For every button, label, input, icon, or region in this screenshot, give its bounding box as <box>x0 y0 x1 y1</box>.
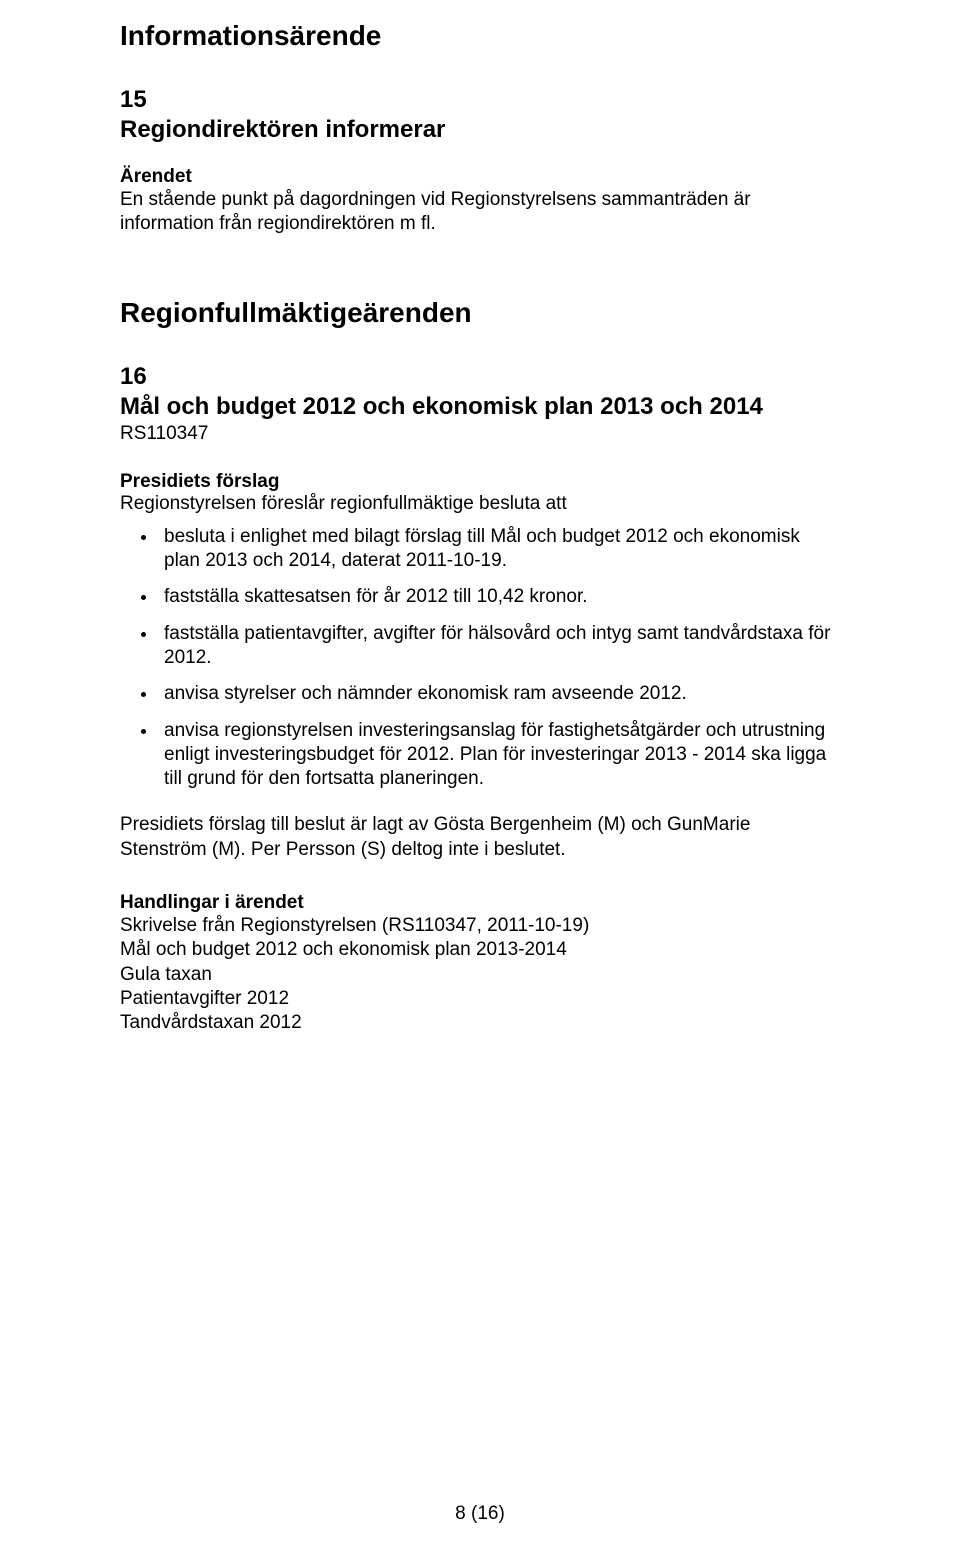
arende-label: Ärendet <box>120 166 840 188</box>
document-page: Informationsärende 15 Regiondirektören i… <box>0 0 960 1555</box>
handling-line: Tandvårdstaxan 2012 <box>120 1011 840 1035</box>
arende-text: En stående punkt på dagordningen vid Reg… <box>120 188 840 237</box>
section-heading-information: Informationsärende <box>120 20 840 52</box>
section-heading-regionfullmaktige: Regionfullmäktigeärenden <box>120 297 840 329</box>
item-16-title: Mål och budget 2012 och ekonomisk plan 2… <box>120 393 840 421</box>
handling-block: Handlingar i ärendet Skrivelse från Regi… <box>120 892 840 1036</box>
bullet-item: anvisa regionstyrelsen investeringsansla… <box>158 719 840 792</box>
bullet-item: fastställa patientavgifter, avgifter för… <box>158 622 840 671</box>
page-number: 8 (16) <box>0 1503 960 1525</box>
presidiets-label: Presidiets förslag <box>120 471 840 493</box>
bullet-item: fastställa skattesatsen för år 2012 till… <box>158 585 840 609</box>
rs-code: RS110347 <box>120 423 840 445</box>
handling-line: Patientavgifter 2012 <box>120 987 840 1011</box>
presidiets-note: Presidiets förslag till beslut är lagt a… <box>120 813 840 862</box>
item-15-number: 15 <box>120 86 840 114</box>
handling-label: Handlingar i ärendet <box>120 892 840 914</box>
handling-line: Mål och budget 2012 och ekonomisk plan 2… <box>120 938 840 962</box>
presidiets-lead: Regionstyrelsen föreslår regionfullmäkti… <box>120 493 840 515</box>
bullet-list: besluta i enlighet med bilagt förslag ti… <box>120 525 840 792</box>
handling-lines: Skrivelse från Regionstyrelsen (RS110347… <box>120 914 840 1036</box>
bullet-item: anvisa styrelser och nämnder ekonomisk r… <box>158 682 840 706</box>
item-15-title: Regiondirektören informerar <box>120 116 840 144</box>
item-16-number: 16 <box>120 363 840 391</box>
handling-line: Skrivelse från Regionstyrelsen (RS110347… <box>120 914 840 938</box>
bullet-item: besluta i enlighet med bilagt förslag ti… <box>158 525 840 574</box>
handling-line: Gula taxan <box>120 963 840 987</box>
